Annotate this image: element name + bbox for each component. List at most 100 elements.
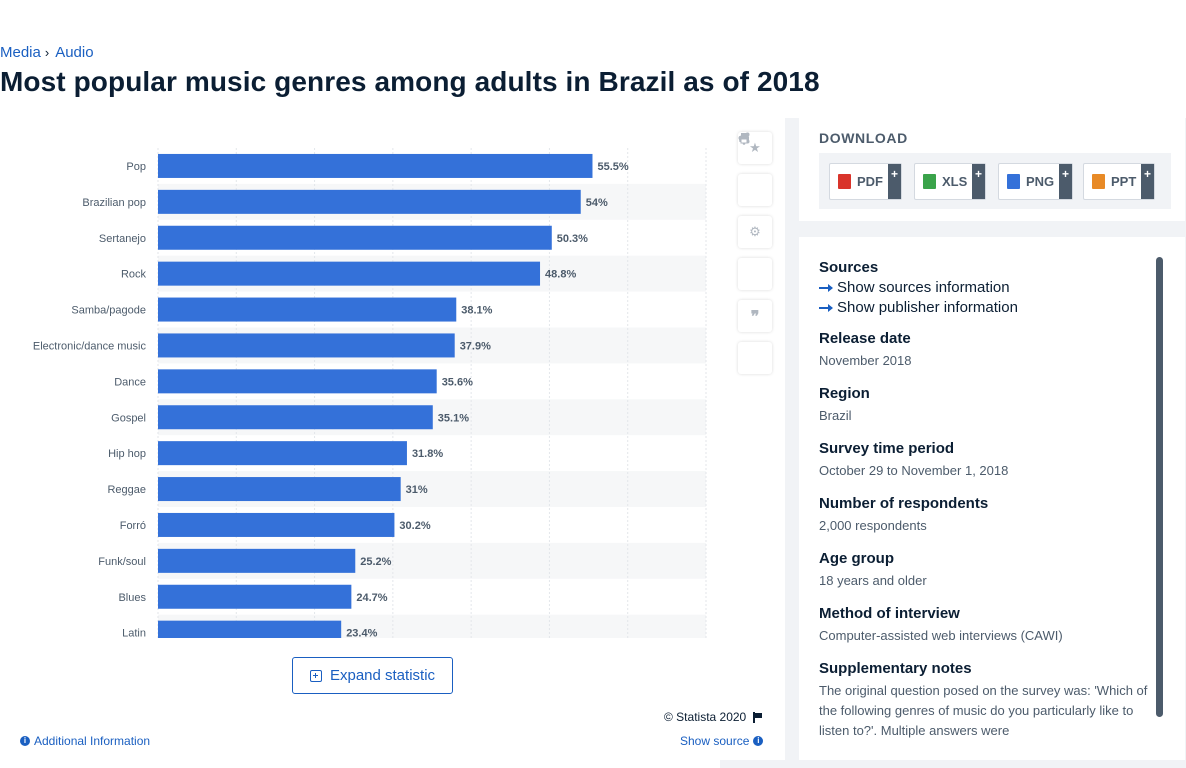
show-sources-link[interactable]: Show sources information (819, 279, 1154, 296)
method-value: Computer-assisted web interviews (CAWI) (819, 628, 1063, 643)
expand-statistic-button[interactable]: Expand statistic (292, 657, 453, 694)
download-card: DOWNLOAD PDF + XLS + PNG + PPT + (799, 118, 1185, 221)
bar[interactable] (158, 261, 541, 286)
data-label: 30.2% (399, 520, 430, 532)
chart-tools: ★ ⚙ ❞ (738, 132, 772, 384)
show-sources-label: Show sources information (837, 279, 1010, 296)
category-label: Pop (126, 161, 146, 173)
category-label: Brazilian pop (82, 197, 146, 209)
data-label: 31% (406, 484, 428, 496)
bar[interactable] (158, 225, 552, 250)
flag-icon[interactable] (752, 711, 763, 723)
bar[interactable] (158, 441, 407, 466)
category-label: Hip hop (108, 448, 146, 460)
bar-chart: Pop 55.5% Brazilian pop 54% Sertanejo 50.3% Ro… (33, 148, 707, 638)
data-label: 55.5% (597, 161, 628, 173)
category-label: Latin (122, 628, 146, 638)
bar[interactable] (158, 369, 437, 394)
pdf-file-icon (838, 174, 851, 189)
category-label: Dance (114, 376, 146, 388)
region-label: Region (819, 385, 870, 402)
bar[interactable] (158, 584, 352, 609)
category-label: Electronic/dance music (33, 340, 147, 352)
arrow-right-icon (819, 303, 833, 312)
arrow-right-icon (819, 283, 833, 292)
bar[interactable] (158, 297, 457, 322)
bar[interactable] (158, 153, 593, 178)
data-label: 24.7% (356, 592, 387, 604)
breadcrumb-audio[interactable]: Audio (55, 44, 94, 61)
supplementary-notes-value: The original question posed on the surve… (819, 683, 1148, 738)
age-group-label: Age group (819, 550, 894, 567)
download-ppt-label: PPT (1111, 174, 1137, 189)
download-png-label: PNG (1026, 174, 1055, 189)
page-title: Most popular music genres among adults i… (0, 66, 820, 97)
respondents-value: 2,000 respondents (819, 518, 927, 533)
data-label: 31.8% (412, 448, 443, 460)
xls-file-icon (923, 174, 936, 189)
print-button[interactable] (738, 133, 772, 374)
download-png-button[interactable]: PNG + (998, 163, 1073, 200)
respondents-label: Number of respondents (819, 495, 989, 512)
share-button[interactable] (738, 132, 772, 290)
additional-information-link[interactable]: i Additional Information (20, 734, 150, 748)
region-value: Brazil (819, 408, 852, 423)
breadcrumb-separator: › (44, 45, 50, 60)
download-ppt-button[interactable]: PPT + (1083, 163, 1155, 200)
plus-icon: + (1058, 164, 1072, 199)
data-label: 38.1% (461, 305, 492, 317)
details-scrollbar-thumb[interactable] (1156, 257, 1163, 717)
bar[interactable] (158, 477, 401, 502)
bar[interactable] (158, 189, 581, 214)
category-label: Funk/soul (98, 556, 146, 568)
statistic-details: Sources Show sources information Show pu… (819, 259, 1154, 749)
ppt-file-icon (1092, 174, 1105, 189)
data-label: 54% (586, 197, 608, 209)
page-header (0, 0, 1186, 118)
star-icon: ★ (749, 140, 761, 155)
breadcrumb-media[interactable]: Media (0, 44, 41, 61)
show-source-label: Show source (680, 734, 750, 748)
category-label: Forró (120, 520, 146, 532)
category-label: Samba/pagode (71, 305, 146, 317)
bar[interactable] (158, 512, 395, 537)
download-xls-button[interactable]: XLS + (914, 163, 986, 200)
additional-information-label: Additional Information (34, 734, 151, 748)
copyright-text: © Statista 2020 (664, 710, 747, 724)
bar[interactable] (158, 405, 433, 430)
plus-icon: + (887, 164, 901, 199)
data-label: 37.9% (460, 340, 491, 352)
png-file-icon (1007, 174, 1020, 189)
plus-icon: + (1140, 164, 1154, 199)
plus-icon: + (971, 164, 985, 199)
release-date-label: Release date (819, 330, 911, 347)
settings-button[interactable]: ⚙ (738, 216, 772, 248)
expand-statistic-label: Expand statistic (329, 667, 436, 684)
chart-card: Pop 55.5% Brazilian pop 54% Sertanejo 50.3% Ro… (0, 118, 785, 768)
data-label: 48.8% (545, 269, 576, 281)
cite-button[interactable]: ❞ (738, 300, 772, 332)
download-title: DOWNLOAD (819, 130, 908, 146)
bar[interactable] (158, 333, 455, 358)
show-source-link[interactable]: Show source i (680, 734, 764, 748)
expand-icon (309, 669, 322, 682)
info-icon: i (753, 736, 764, 746)
method-label: Method of interview (819, 605, 960, 622)
gear-icon: ⚙ (749, 224, 761, 239)
show-publisher-link[interactable]: Show publisher information (819, 299, 1154, 316)
survey-period-value: October 29 to November 1, 2018 (819, 463, 1009, 478)
details-scrollbar[interactable] (1156, 257, 1163, 717)
category-label: Blues (118, 592, 146, 604)
statistic-details-card: Sources Show sources information Show pu… (799, 237, 1185, 760)
print-icon (739, 133, 749, 144)
download-xls-label: XLS (942, 174, 968, 189)
download-pdf-button[interactable]: PDF + (829, 163, 902, 200)
sources-label: Sources (819, 259, 879, 276)
notification-button[interactable] (738, 133, 772, 206)
breadcrumb: Media › Audio (0, 44, 94, 61)
bar[interactable] (158, 548, 356, 573)
data-label: 23.4% (346, 628, 377, 638)
bar[interactable] (158, 620, 342, 638)
age-group-value: 18 years and older (819, 573, 927, 588)
category-label: Rock (121, 269, 147, 281)
